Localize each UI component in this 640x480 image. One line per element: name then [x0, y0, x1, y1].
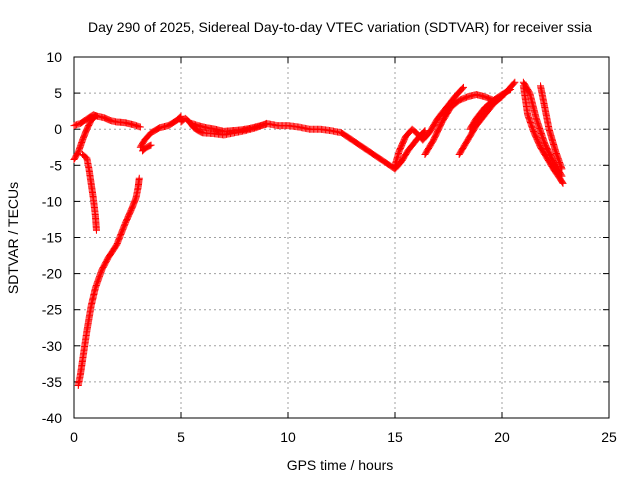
data-point [263, 120, 271, 128]
x-axis-label: GPS time / hours [287, 457, 394, 473]
y-tick-label: -20 [42, 266, 62, 282]
x-tick-label: 5 [177, 429, 185, 445]
data-point [135, 174, 143, 182]
y-tick-label: -30 [42, 338, 62, 354]
x-tick-label: 15 [387, 429, 403, 445]
data-point [510, 79, 518, 87]
data-point [558, 165, 566, 173]
y-tick-label: 5 [54, 85, 62, 101]
y-tick-label: -40 [42, 410, 62, 426]
data-point [92, 226, 100, 234]
data-point [507, 85, 515, 93]
grid-lines [74, 57, 609, 418]
data-point [559, 179, 567, 187]
data-point [176, 113, 184, 121]
data-point [147, 141, 155, 149]
y-tick-labels: -40 -35 -30 -25 -20 -15 -10 -5 0 5 10 [42, 49, 62, 426]
y-tick-label: -10 [42, 193, 62, 209]
data-point [91, 113, 99, 121]
y-tick-label: -35 [42, 374, 62, 390]
y-tick-label: 0 [54, 121, 62, 137]
data-point [505, 86, 513, 94]
y-axis-label: SDTVAR / TECUs [5, 182, 21, 294]
x-tick-labels: 0 5 10 15 20 25 [70, 429, 617, 445]
data-point [90, 114, 98, 122]
x-tick-label: 10 [280, 429, 296, 445]
data-point [558, 178, 566, 186]
y-tick-label: 10 [46, 49, 62, 65]
data-point [420, 128, 428, 136]
data-point [91, 112, 99, 120]
y-tick-label: -5 [50, 157, 63, 173]
data-point [146, 142, 154, 150]
x-tick-label: 0 [70, 429, 78, 445]
data-point [421, 127, 429, 135]
chart-title: Day 290 of 2025, Sidereal Day-to-day VTE… [88, 19, 592, 35]
y-tick-label: -25 [42, 302, 62, 318]
series-sdtvar [70, 78, 567, 390]
data-point [136, 123, 144, 131]
data-point [511, 78, 519, 86]
y-tick-label: -15 [42, 230, 62, 246]
x-tick-label: 20 [494, 429, 510, 445]
x-tick-label: 25 [601, 429, 617, 445]
data-point [459, 84, 467, 92]
data-point [459, 83, 467, 91]
